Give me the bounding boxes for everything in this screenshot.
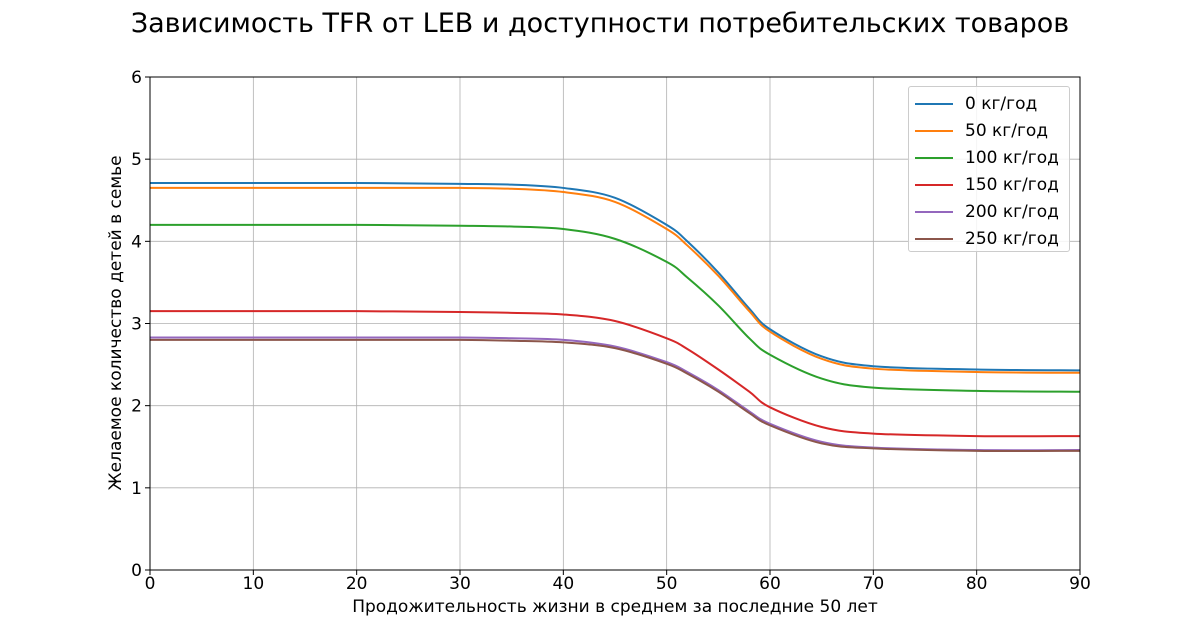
series-line-6 [150, 338, 1081, 453]
series-line-5 [150, 336, 1081, 452]
x-tick-label: 20 [346, 574, 368, 594]
x-tick-label: 0 [145, 574, 156, 594]
legend-label: 0 кг/год [965, 93, 1038, 114]
legend-label: 50 кг/год [965, 120, 1049, 141]
chart-title: Зависимость TFR от LEB и доступности пот… [130, 8, 1070, 39]
x-axis-label: Продожительность жизни в среднем за посл… [352, 597, 878, 617]
x-tick-label: 10 [243, 574, 265, 594]
series-line-3 [149, 223, 1081, 393]
legend-label: 100 кг/год [965, 147, 1059, 168]
y-tick-label: 5 [131, 150, 142, 170]
x-tick-label: 40 [553, 574, 575, 594]
legend-swatch [915, 183, 953, 186]
legend-label: 150 кг/год [965, 174, 1059, 195]
y-tick-label: 6 [131, 68, 142, 88]
legend-item: 0 кг/год [915, 90, 1069, 117]
legend-swatch [915, 237, 953, 240]
x-tick-label: 30 [449, 574, 471, 594]
x-tick-label: 90 [1069, 574, 1091, 594]
legend-swatch [915, 102, 953, 105]
series-line-2 [150, 186, 1081, 374]
y-tick-label: 4 [131, 232, 142, 252]
legend-swatch [915, 156, 953, 159]
legend-label: 200 кг/год [965, 201, 1059, 222]
x-tick-label: 60 [759, 574, 781, 594]
x-tick-label: 70 [863, 574, 885, 594]
y-tick-label: 1 [131, 479, 142, 499]
series-line-1 [150, 181, 1081, 372]
y-axis-label: Желаемое количество детей в семье [106, 155, 126, 491]
legend-item: 100 кг/год [915, 144, 1069, 171]
x-tick-label: 50 [656, 574, 678, 594]
legend-swatch [915, 129, 953, 132]
legend-item: 50 кг/год [915, 117, 1069, 144]
series-lines [149, 181, 1081, 453]
legend-label: 250 кг/год [965, 228, 1059, 249]
y-tick-label: 3 [131, 315, 142, 335]
legend-item: 200 кг/год [915, 198, 1069, 225]
y-axis: 0 1 2 3 4 5 6 [131, 68, 150, 581]
legend-item: 150 кг/год [915, 171, 1069, 198]
y-tick-label: 0 [131, 561, 142, 581]
x-axis: 0 10 20 30 40 50 60 70 80 90 [145, 570, 1091, 594]
legend-swatch [915, 210, 953, 213]
series-line-4 [150, 310, 1081, 438]
legend: 0 кг/год 50 кг/год 100 кг/год 150 кг/год 200… [908, 86, 1070, 252]
legend-item: 250 кг/год [915, 225, 1069, 252]
y-tick-label: 2 [131, 397, 142, 417]
x-tick-label: 80 [966, 574, 988, 594]
